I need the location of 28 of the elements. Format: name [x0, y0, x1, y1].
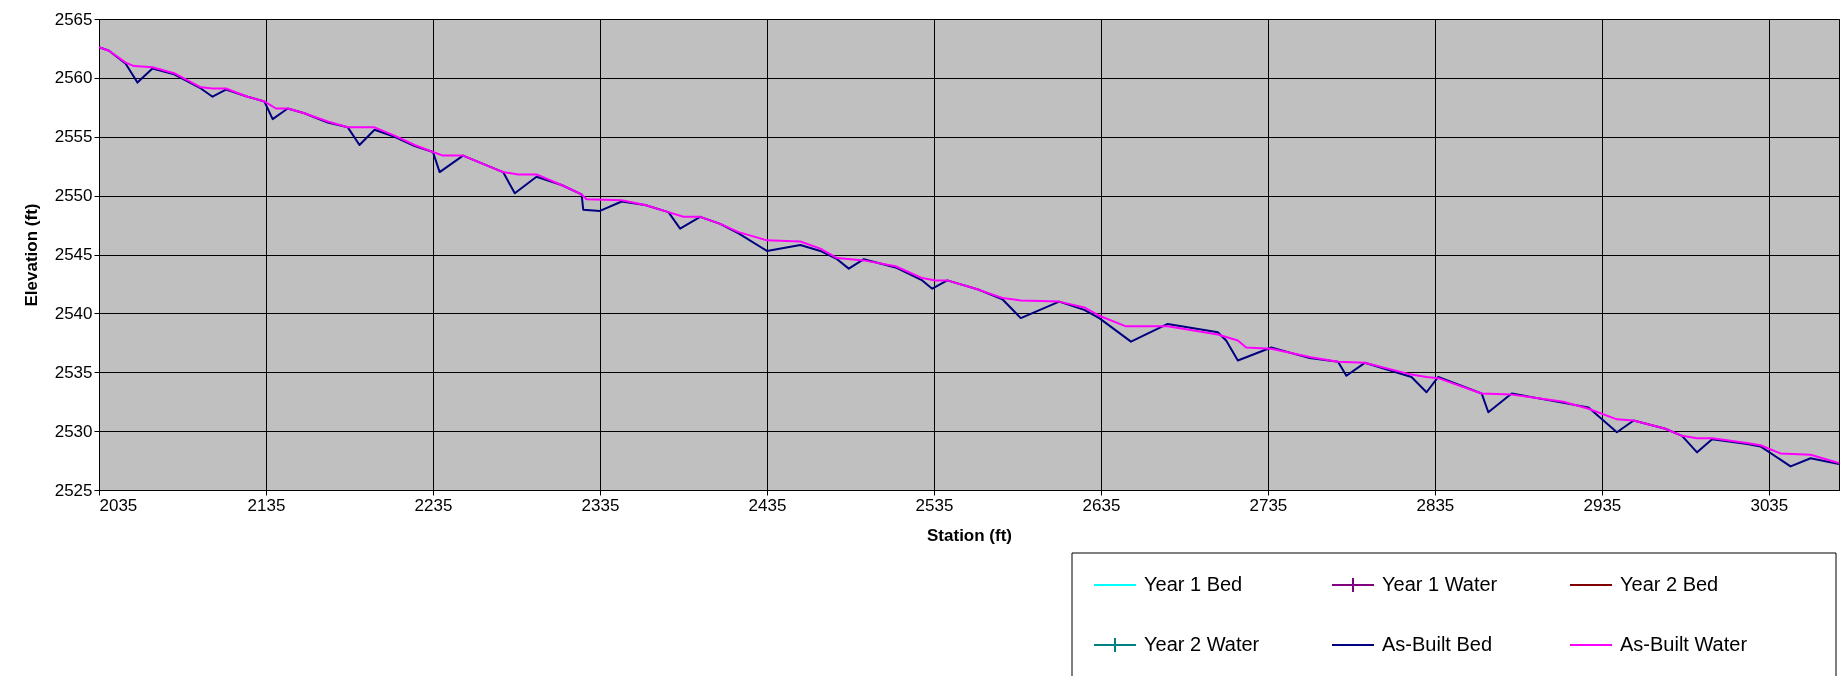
x-tick-label: 2035: [99, 495, 138, 515]
legend-label: Year 1 Water: [1382, 573, 1498, 595]
y-tick-label: 2525: [54, 480, 93, 500]
legend-label: Year 1 Bed: [1144, 573, 1243, 595]
x-tick-label: 2135: [247, 495, 286, 515]
x-tick-label: 2235: [414, 495, 453, 515]
y-tick-label: 2530: [54, 421, 93, 441]
y-tick-label: 2540: [54, 303, 93, 323]
x-tick-label: 2635: [1082, 495, 1121, 515]
x-tick-label: 3035: [1750, 495, 1789, 515]
x-tick-label: 2535: [915, 495, 954, 515]
y-tick-label: 2535: [54, 362, 93, 382]
x-tick-label: 2335: [581, 495, 620, 515]
y-axis-title: Elevation (ft): [21, 203, 41, 307]
legend-label: As-Built Bed: [1382, 633, 1493, 655]
legend-label: As-Built Water: [1620, 633, 1748, 655]
y-tick-label: 2565: [54, 9, 93, 29]
legend-label: Year 2 Bed: [1620, 573, 1719, 595]
x-tick-label: 2935: [1583, 495, 1622, 515]
y-tick-label: 2545: [54, 245, 93, 264]
y-tick-label: 2560: [54, 68, 93, 88]
x-tick-label: 2435: [748, 495, 787, 515]
x-tick-label: 2835: [1416, 495, 1455, 515]
x-axis-title: Station (ft): [927, 525, 1012, 545]
x-tick-label: 2735: [1249, 495, 1288, 515]
y-tick-label: 2550: [54, 186, 93, 206]
y-tick-label: 2555: [54, 127, 93, 147]
legend-label: Year 2 Water: [1144, 633, 1260, 655]
